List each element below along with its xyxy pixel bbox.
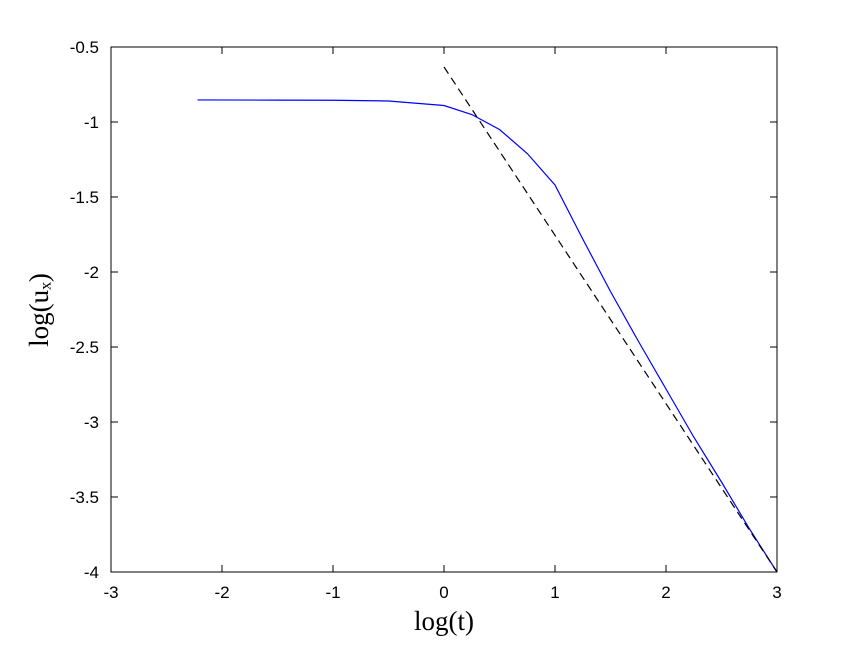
y-axis-label: log(uₓ): [24, 273, 54, 347]
x-tick-label: -3: [103, 583, 118, 602]
series-line: [443, 66, 778, 573]
y-tick-label: -2: [84, 263, 99, 282]
x-tick-label: 3: [772, 583, 781, 602]
x-tick-label: 0: [439, 583, 448, 602]
x-tick-label: -2: [214, 583, 229, 602]
y-tick-label: -2.5: [70, 338, 99, 357]
y-tick-label: -4: [84, 563, 99, 582]
x-axis-label: log(t): [414, 606, 474, 636]
y-tick-label: -1: [84, 113, 99, 132]
x-tick-label: 2: [661, 583, 670, 602]
y-tick-label: -1.5: [70, 188, 99, 207]
plot-frame: [110, 46, 778, 573]
y-tick-label: -3: [84, 413, 99, 432]
y-tick-label: -0.5: [70, 38, 99, 57]
x-tick-label: -1: [325, 583, 340, 602]
y-tick-label: -3.5: [70, 488, 99, 507]
series-line: [197, 99, 778, 573]
x-tick-label: 1: [550, 583, 559, 602]
